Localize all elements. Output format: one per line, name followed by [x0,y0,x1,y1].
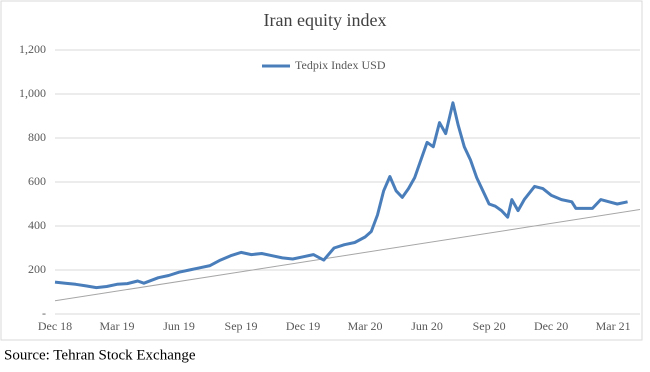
x-tick-label: Dec 18 [38,319,72,333]
y-tick-label: 1,000 [19,86,46,100]
legend-label: Tedpix Index USD [295,58,386,72]
x-tick-label: Sep 19 [225,319,258,333]
x-tick-label: Dec 20 [534,319,568,333]
x-tick-label: Jun 20 [411,319,443,333]
y-tick-label: 400 [28,218,46,232]
x-tick-label: Sep 20 [473,319,506,333]
data-line [54,101,628,290]
x-tick-label: Mar 19 [100,319,135,333]
chart-border [0,0,643,341]
x-tick-label: Dec 19 [286,319,320,333]
trend-line [54,209,641,302]
y-tick-label: 200 [28,262,46,276]
x-tick-label: Mar 20 [348,319,383,333]
y-tick-label: 800 [28,130,46,144]
y-tick-label: - [42,306,46,320]
x-tick-label: Mar 21 [596,319,631,333]
x-tick-label: Jun 19 [163,319,195,333]
source: Source: Tehran Stock Exchange [4,347,196,363]
y-tick-label: 1,200 [19,42,46,56]
y-tick-label: 600 [28,174,46,188]
chart-title: Iran equity index [264,10,387,30]
